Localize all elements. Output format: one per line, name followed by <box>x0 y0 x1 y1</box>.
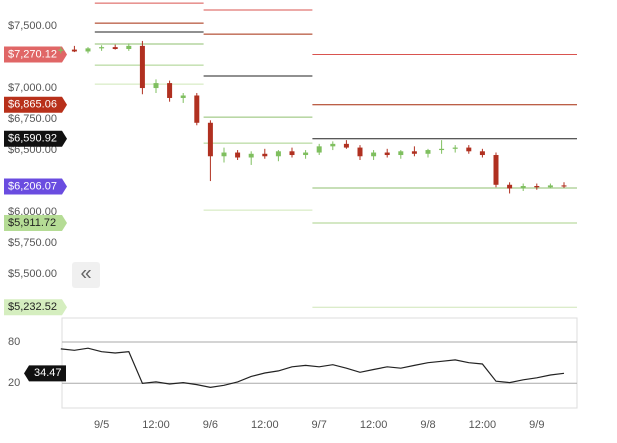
price-badge <box>4 46 67 63</box>
candle-body <box>139 45 145 89</box>
candle-body <box>126 45 132 49</box>
y-tick-label: 80 <box>8 336 20 348</box>
candle-body <box>207 122 213 157</box>
price-badge <box>4 178 67 195</box>
candle-body <box>71 49 77 52</box>
x-tick-label: 12:00 <box>469 419 497 431</box>
price-badge-label: $5,232.52 <box>8 301 57 313</box>
candle-body <box>221 152 227 157</box>
button-label[interactable]: « <box>80 262 91 284</box>
candle-body <box>275 151 281 157</box>
price-badge <box>4 130 67 147</box>
x-tick-label: 9/5 <box>94 419 109 431</box>
x-tick-label: 9/6 <box>203 419 218 431</box>
price-badge-label: $6,206.07 <box>8 180 57 192</box>
candle-body <box>493 155 499 185</box>
button-bg <box>72 262 100 288</box>
candle-body <box>167 83 173 98</box>
y-tick-label: $6,500.00 <box>8 144 57 156</box>
candle-body <box>520 186 526 189</box>
x-tick-label: 9/8 <box>420 419 435 431</box>
candle-body <box>466 147 472 152</box>
y-tick-label: $7,500.00 <box>8 20 57 32</box>
candle-body <box>248 153 254 158</box>
candle-body <box>534 186 540 188</box>
y-tick-label: $6,000.00 <box>8 206 57 218</box>
price-badge <box>4 215 67 232</box>
candle-body <box>452 147 458 149</box>
x-tick-label: 9/9 <box>529 419 544 431</box>
candle-body <box>153 83 159 89</box>
candle-body <box>316 146 322 153</box>
candle-body <box>384 152 390 156</box>
collapse-button[interactable]: « <box>72 262 100 288</box>
x-tick-label: 12:00 <box>142 419 170 431</box>
candle-body <box>561 185 567 187</box>
price-badge <box>4 96 67 113</box>
price-badge-label: $6,590.92 <box>8 133 57 145</box>
candle-body <box>507 184 513 189</box>
y-tick-label: $5,500.00 <box>8 268 57 280</box>
indicator-line <box>60 347 565 389</box>
x-tick-label: 9/7 <box>312 419 327 431</box>
candle-body <box>343 143 349 148</box>
candle-body <box>180 95 186 98</box>
candle-body <box>85 48 91 52</box>
candle-body <box>58 49 64 51</box>
candle-body <box>357 147 363 157</box>
price-badge-label: $6,865.06 <box>8 99 57 111</box>
y-tick-label: $5,750.00 <box>8 237 57 249</box>
value-badge <box>24 365 66 382</box>
price-badge-label: $7,270.12 <box>8 48 57 60</box>
candle-body <box>330 143 336 147</box>
candle-body <box>303 152 309 156</box>
candle-body <box>235 152 241 158</box>
candle-body <box>194 95 200 123</box>
indicator-panel <box>61 317 578 409</box>
y-tick-label: $6,750.00 <box>8 113 57 125</box>
y-tick-label: 20 <box>8 377 20 389</box>
candle-body <box>99 47 105 49</box>
x-tick-label: 12:00 <box>251 419 279 431</box>
price-badge <box>4 299 67 316</box>
y-tick-label: $7,000.00 <box>8 82 57 94</box>
candle-body <box>371 152 377 157</box>
price-badge-label: $5,911.72 <box>8 217 56 229</box>
candle-body <box>398 151 404 156</box>
candle-body <box>262 153 268 157</box>
candle-body <box>439 148 445 151</box>
value-badge-label: 34.47 <box>34 367 62 379</box>
candle-body <box>425 150 431 154</box>
candle-body <box>479 151 485 156</box>
candle-body <box>289 151 295 156</box>
candle-body <box>112 47 118 49</box>
candle-body <box>547 185 553 188</box>
x-tick-label: 12:00 <box>360 419 388 431</box>
candle-body <box>411 151 417 154</box>
